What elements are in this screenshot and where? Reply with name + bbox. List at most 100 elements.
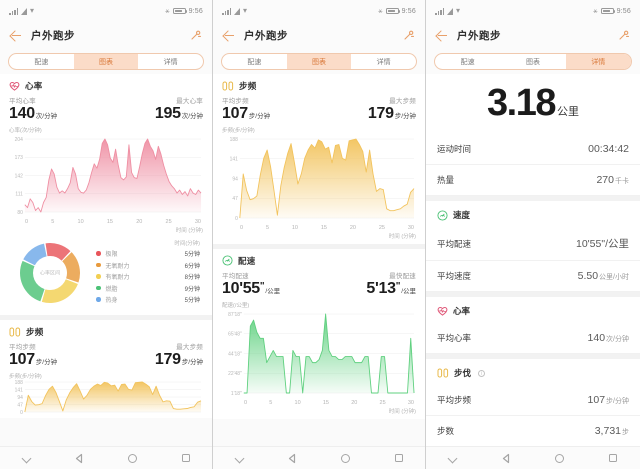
avg-cadence-stat-p2: 平均步频 107步/分钟 (222, 95, 270, 123)
signal-icon (222, 8, 231, 15)
edit-icon[interactable] (189, 28, 203, 42)
app-bar-2: 户外跑步 (213, 22, 425, 48)
tab-details[interactable]: 详情 (163, 58, 178, 66)
panel-2-content[interactable]: 步频 平均步频 107步/分钟 最大步频 179步/分钟 步频(步/分钟) 18… (213, 74, 425, 446)
status-clock: 9:56 (188, 7, 203, 15)
cadence-card-p2: 步频 平均步频 107步/分钟 最大步频 179步/分钟 步频(步/分钟) 18… (213, 74, 425, 244)
status-bar-left-3: ▾ (435, 7, 460, 15)
detail-key: 步数 (437, 426, 455, 436)
heart-rate-icon (437, 306, 448, 316)
detail-value: 140 (587, 332, 606, 344)
heart-rate-section-label: 心率 (25, 81, 43, 91)
system-nav-bar-3 (426, 446, 640, 469)
svg-text:22'48": 22'48" (228, 371, 242, 377)
cadence-chart-y-title-p2: 步频(步/分钟) (222, 127, 255, 134)
cadence-chart-y-title-p1: 步频(步/分钟) (9, 373, 42, 380)
hr-zone-legend-header: 时间(分钟) (174, 241, 200, 248)
status-bar: ▾ ⚹ 9:56 (0, 0, 212, 22)
tab-pace[interactable]: 配速 (460, 58, 475, 66)
legend-zone-name: 无氧耐力 (105, 263, 130, 270)
cadence-section-label-p1: 步频 (26, 326, 44, 337)
x-tick: 15 (106, 218, 113, 225)
x-tick: 10 (294, 399, 301, 406)
legend-zone-value: 5分钟 (184, 252, 200, 259)
max-heart-rate-stat: 最大心率 195次/分钟 (155, 95, 203, 123)
back-arrow-icon[interactable] (222, 29, 235, 42)
x-tick: 20 (351, 399, 358, 406)
cadence-chart-p2: 188 141 94 47 0 (222, 134, 416, 226)
detail-value: 107 (587, 394, 606, 406)
back-triangle-icon[interactable] (495, 451, 517, 465)
legend-color-dot (96, 274, 101, 279)
tab-pace[interactable]: 配速 (34, 58, 49, 66)
tab-bar-wrap: 配速 图表 详情 (0, 48, 212, 74)
pace-chart: 87'18" 65'48" 44'18" 22'48" 1'18" (222, 309, 416, 401)
svg-text:188: 188 (230, 137, 238, 143)
page-title: 户外跑步 (457, 29, 501, 42)
recents-square-icon[interactable] (175, 451, 197, 465)
hr-group-label: 心率 (453, 306, 471, 316)
signal-triangle-icon (21, 7, 27, 15)
tab-details[interactable]: 详情 (565, 54, 631, 69)
tab-chart[interactable]: 图表 (525, 58, 540, 66)
hr-zone-legend-row: 燃脂 9分钟 (96, 284, 200, 293)
home-circle-icon[interactable] (122, 451, 144, 465)
chevron-down-icon[interactable] (229, 451, 251, 465)
tab-chart[interactable]: 图表 (73, 54, 139, 69)
detail-unit: 步/分钟 (606, 398, 629, 405)
detail-key: 平均速度 (437, 271, 472, 281)
tab-pace[interactable]: 配速 (247, 58, 262, 66)
hr-zone-legend-row: 热身 5分钟 (96, 295, 200, 304)
page-title: 户外跑步 (31, 29, 75, 42)
x-tick: 5 (269, 399, 273, 406)
detail-key: 运动时间 (437, 144, 472, 154)
tab-chart[interactable]: 图表 (286, 54, 352, 69)
max-pace-sup: " (395, 280, 401, 292)
signal-icon (9, 8, 18, 15)
recents-square-icon[interactable] (602, 451, 624, 465)
distance-unit: 公里 (556, 106, 579, 118)
speed-group-label: 速度 (453, 210, 471, 220)
svg-text:47: 47 (232, 196, 238, 202)
edit-icon[interactable] (617, 28, 631, 42)
info-icon[interactable]: i (478, 369, 486, 377)
x-tick: 25 (165, 218, 172, 225)
svg-text:80: 80 (17, 210, 23, 216)
x-tick: 10 (77, 218, 84, 225)
home-circle-icon[interactable] (335, 451, 357, 465)
back-triangle-icon[interactable] (69, 451, 91, 465)
max-pace-caption: 最快配速 (389, 272, 416, 280)
donut-segment-1 (62, 251, 80, 283)
avg-heart-rate-stat: 平均心率 140次/分钟 (9, 95, 57, 123)
chevron-down-icon[interactable] (442, 451, 464, 465)
hr-zone-legend-row: 极限 5分钟 (96, 249, 200, 258)
phone-panel-1: ▾ ⚹ 9:56 户外跑步 配速 图表 详情 (0, 0, 213, 469)
recents-square-icon[interactable] (388, 451, 410, 465)
max-heart-rate-value: 195 (154, 105, 181, 122)
cadence-chart-x-title: 时间 (分钟) (388, 233, 416, 240)
wifi-icon: ▾ (30, 6, 35, 15)
max-pace-stat: 最快配速 5'13"/公里 (366, 270, 416, 298)
tab-details[interactable]: 详情 (376, 58, 391, 66)
edit-icon[interactable] (402, 28, 416, 42)
hr-group-header: 心率 (426, 297, 640, 323)
home-circle-icon[interactable] (549, 451, 571, 465)
status-bar-2: ▾ ⚹ 9:56 (213, 0, 425, 22)
shoe-icon (222, 81, 234, 91)
section-divider (0, 314, 212, 320)
chevron-down-icon[interactable] (16, 451, 38, 465)
hr-zone-donut: 心率区间 (14, 237, 86, 309)
panel-1-content[interactable]: 心率 平均心率 140次/分钟 最大心率 195次/分钟 心率(次/分钟) 20… (0, 74, 212, 446)
back-arrow-icon[interactable] (435, 29, 448, 42)
svg-text:65'48": 65'48" (228, 331, 242, 337)
back-arrow-icon[interactable] (9, 29, 22, 42)
panel-3-content[interactable]: 3.18 公里 运动时间 00:34:42 热量 270千卡 速度 平均配速 10… (426, 74, 640, 446)
detail-unit: 步 (622, 429, 629, 436)
max-cadence-unit-p1: 步/分钟 (181, 358, 203, 366)
max-pace-value: 5'13 (366, 279, 396, 297)
wifi-icon: ▾ (456, 6, 461, 15)
back-triangle-icon[interactable] (282, 451, 304, 465)
pace-section-header: 配速 (222, 255, 416, 267)
detail-unit: /公里 (605, 238, 629, 250)
svg-text:87'18": 87'18" (228, 312, 242, 318)
